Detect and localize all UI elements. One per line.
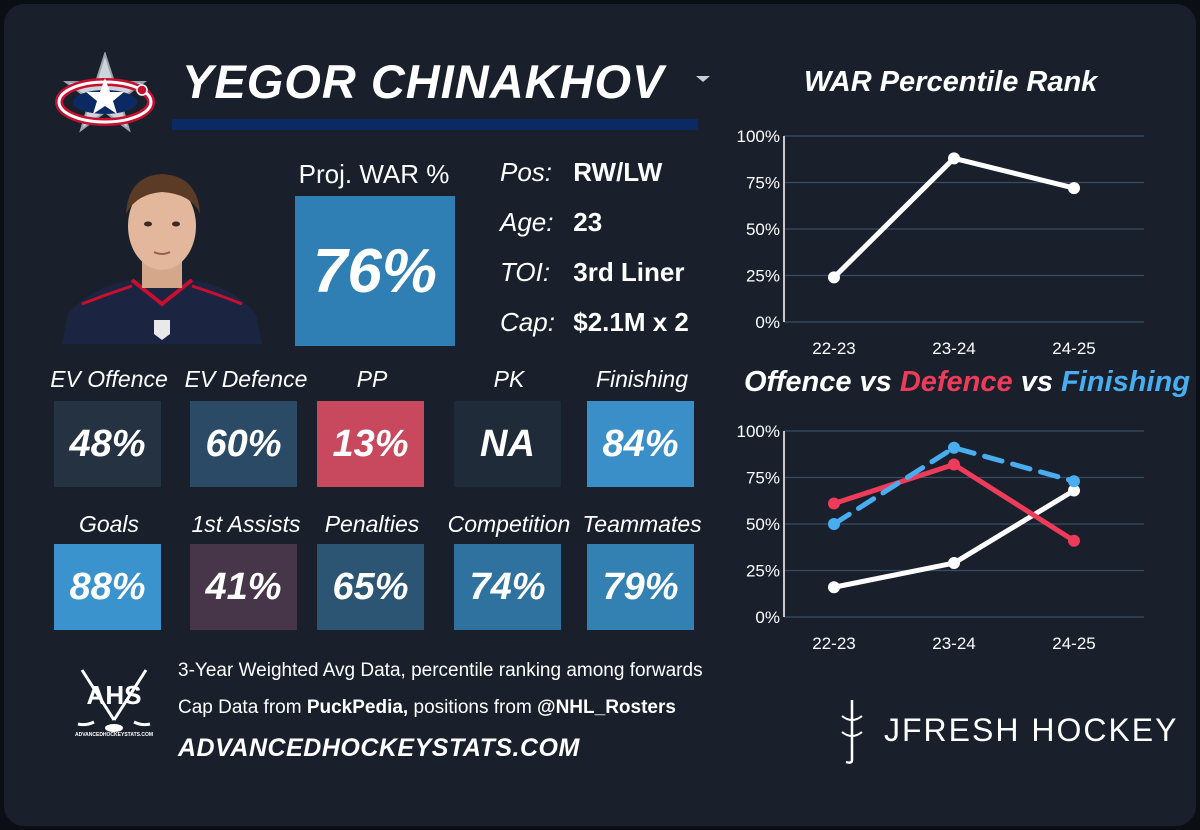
data-point xyxy=(948,441,960,454)
chart2-title-part-1: Offence vs xyxy=(744,366,900,398)
data-point xyxy=(948,152,960,165)
footer-note-1: 3-Year Weighted Avg Data, percentile ran… xyxy=(178,660,703,681)
y-tick-label: 75% xyxy=(746,174,780,193)
data-point xyxy=(828,271,840,284)
team-logo-icon xyxy=(55,52,155,133)
data-point xyxy=(1068,484,1080,497)
jfresh-brand: JFRESH HOCKEY xyxy=(884,712,1179,748)
chart2-title-part-3: vs xyxy=(1012,366,1062,398)
stat-label-penalties: Penalties xyxy=(324,511,420,537)
x-tick-label: 22-23 xyxy=(812,634,855,653)
offence-defence-finishing-chart: 0% 25% 50% 75% 100% 22-23 23-24 24-25 xyxy=(737,422,1144,653)
player-card: YEGOR CHINAKHOV Proj. WAR % 76% Pos: RW/… xyxy=(4,4,1196,826)
stat-box-ev-defence: 60% xyxy=(190,401,297,487)
player-name: YEGOR CHINAKHOV xyxy=(182,55,665,108)
x-tick-label: 22-23 xyxy=(812,339,855,358)
x-tick-label: 23-24 xyxy=(932,339,975,358)
data-point xyxy=(828,518,840,530)
info-toi: TOI: 3rd Liner xyxy=(500,257,760,288)
ahs-logo-text: AHS xyxy=(86,680,142,710)
series-line-offence xyxy=(831,488,1077,590)
info-cap: Cap: $2.1M x 2 xyxy=(500,307,760,338)
proj-war-value: 76% xyxy=(295,196,455,346)
data-point xyxy=(1068,534,1080,547)
nhl-rosters-link[interactable]: @NHL_Rosters xyxy=(537,697,676,718)
chevron-down-icon[interactable] xyxy=(696,76,710,82)
stat-label-first-assists: 1st Assists xyxy=(191,511,301,537)
data-point xyxy=(828,581,840,594)
ahs-logo-subtext: ADVANCEDHOCKEYSTATS.COM xyxy=(74,732,154,738)
stat-box-goals: 88% xyxy=(54,544,161,630)
site-url[interactable]: ADVANCEDHOCKEYSTATS.COM xyxy=(178,734,580,762)
stat-box-ev-offence: 48% xyxy=(54,401,161,487)
stat-label-pp: PP xyxy=(356,366,388,392)
stat-label-competition: Competition xyxy=(447,511,571,537)
y-tick-label: 0% xyxy=(755,313,780,332)
stat-label-finishing: Finishing xyxy=(595,366,689,392)
data-point xyxy=(828,497,840,510)
y-tick-label: 100% xyxy=(737,422,780,441)
war-percentile-chart: 0% 25% 50% 75% 100% 22-23 23-24 24-25 xyxy=(737,127,1144,358)
info-cap-value: $2.1M x 2 xyxy=(573,307,689,337)
info-pos-value: RW/LW xyxy=(573,157,663,187)
info-age-value: 23 xyxy=(573,207,603,237)
data-point xyxy=(948,458,960,471)
series-line-finishing xyxy=(831,445,1077,527)
data-point xyxy=(948,557,960,570)
jfresh-logo-icon xyxy=(841,700,863,764)
data-point xyxy=(1068,475,1080,488)
info-age: Age: 23 xyxy=(500,207,760,238)
ahs-logo-icon xyxy=(77,669,151,732)
chart1-title: WAR Percentile Rank xyxy=(804,66,1098,98)
chart2-title-part-4: Finishing xyxy=(1061,366,1190,398)
info-pos: Pos: RW/LW xyxy=(500,157,760,188)
stat-box-competition: 74% xyxy=(454,544,561,630)
stat-box-first-assists: 41% xyxy=(190,544,297,630)
y-tick-label: 50% xyxy=(746,515,780,534)
stat-box-penalties: 65% xyxy=(317,544,424,630)
y-tick-label: 50% xyxy=(746,220,780,239)
y-tick-label: 100% xyxy=(737,127,780,146)
y-tick-label: 25% xyxy=(746,267,780,286)
footer-note-2: Cap Data from PuckPedia, positions from … xyxy=(178,697,676,719)
chart2-title: Offence vs Defence vs Finishing xyxy=(744,366,1190,399)
data-point xyxy=(1068,182,1080,195)
y-tick-label: 75% xyxy=(746,469,780,488)
y-tick-label: 0% xyxy=(755,608,780,627)
stat-label-ev-defence: EV Defence xyxy=(184,366,308,392)
y-tick-label: 25% xyxy=(746,562,780,581)
x-tick-label: 23-24 xyxy=(932,634,975,653)
puckpedia-link[interactable]: PuckPedia, xyxy=(306,697,409,718)
stat-box-pk: NA xyxy=(454,401,561,487)
stat-box-finishing: 84% xyxy=(587,401,694,487)
stat-label-goals: Goals xyxy=(78,511,140,537)
stat-label-teammates: Teammates xyxy=(582,511,702,537)
info-pos-label: Pos: xyxy=(500,157,553,187)
footer-note-2a: Cap Data from xyxy=(178,697,307,718)
stat-label-ev-offence: EV Offence xyxy=(50,366,168,392)
title-underline xyxy=(172,119,698,130)
x-tick-label: 24-25 xyxy=(1052,339,1095,358)
series-line-0 xyxy=(831,155,1077,280)
info-cap-label: Cap: xyxy=(500,307,555,337)
stat-box-pp: 13% xyxy=(317,401,424,487)
proj-war-label: Proj. WAR % xyxy=(298,159,450,189)
stat-box-teammates: 79% xyxy=(587,544,694,630)
x-tick-label: 24-25 xyxy=(1052,634,1095,653)
info-toi-label: TOI: xyxy=(500,257,551,287)
info-age-label: Age: xyxy=(500,207,554,237)
footer-note-2c: positions from xyxy=(408,697,538,718)
info-toi-value: 3rd Liner xyxy=(573,257,685,287)
chart2-title-part-2: Defence xyxy=(899,366,1013,398)
player-headshot xyxy=(62,174,262,344)
stat-label-pk: PK xyxy=(493,366,525,392)
